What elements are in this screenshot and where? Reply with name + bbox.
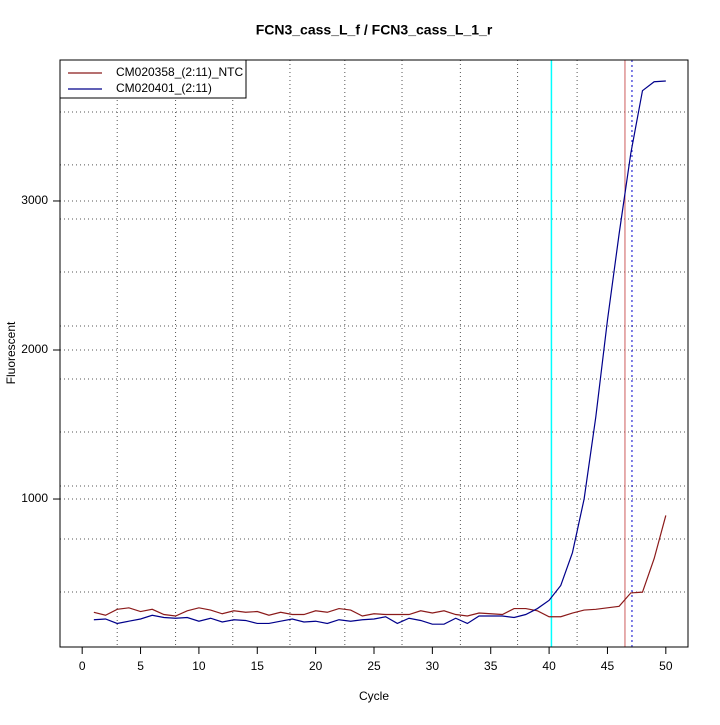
x-tick-label: 50 — [659, 659, 673, 673]
y-tick-label: 2000 — [21, 342, 48, 356]
x-tick-label: 30 — [426, 659, 440, 673]
legend-box — [59, 59, 247, 99]
x-tick-label: 25 — [367, 659, 381, 673]
plot-frame — [59, 59, 689, 648]
x-axis-label: Cycle — [359, 689, 389, 703]
x-tick-label: 15 — [251, 659, 265, 673]
x-tick-label: 20 — [309, 659, 323, 673]
series-line — [93, 515, 667, 618]
x-tick-label: 0 — [79, 659, 86, 673]
chart-title: FCN3_cass_L_f / FCN3_cass_L_1_r — [256, 22, 493, 38]
x-tick-label: 35 — [484, 659, 498, 673]
x-tick-label: 40 — [542, 659, 556, 673]
y-tick-label: 3000 — [21, 193, 48, 207]
x-tick-label: 5 — [137, 659, 144, 673]
x-tick-label: 45 — [601, 659, 615, 673]
legend-label: CM020358_(2:11)_NTC — [116, 65, 244, 79]
y-tick-label: 1000 — [21, 491, 48, 505]
legend-label: CM020401_(2:11) — [116, 81, 212, 95]
series-line — [93, 80, 666, 625]
y-axis-label: Fluorescent — [4, 321, 18, 384]
x-tick-label: 10 — [192, 659, 206, 673]
